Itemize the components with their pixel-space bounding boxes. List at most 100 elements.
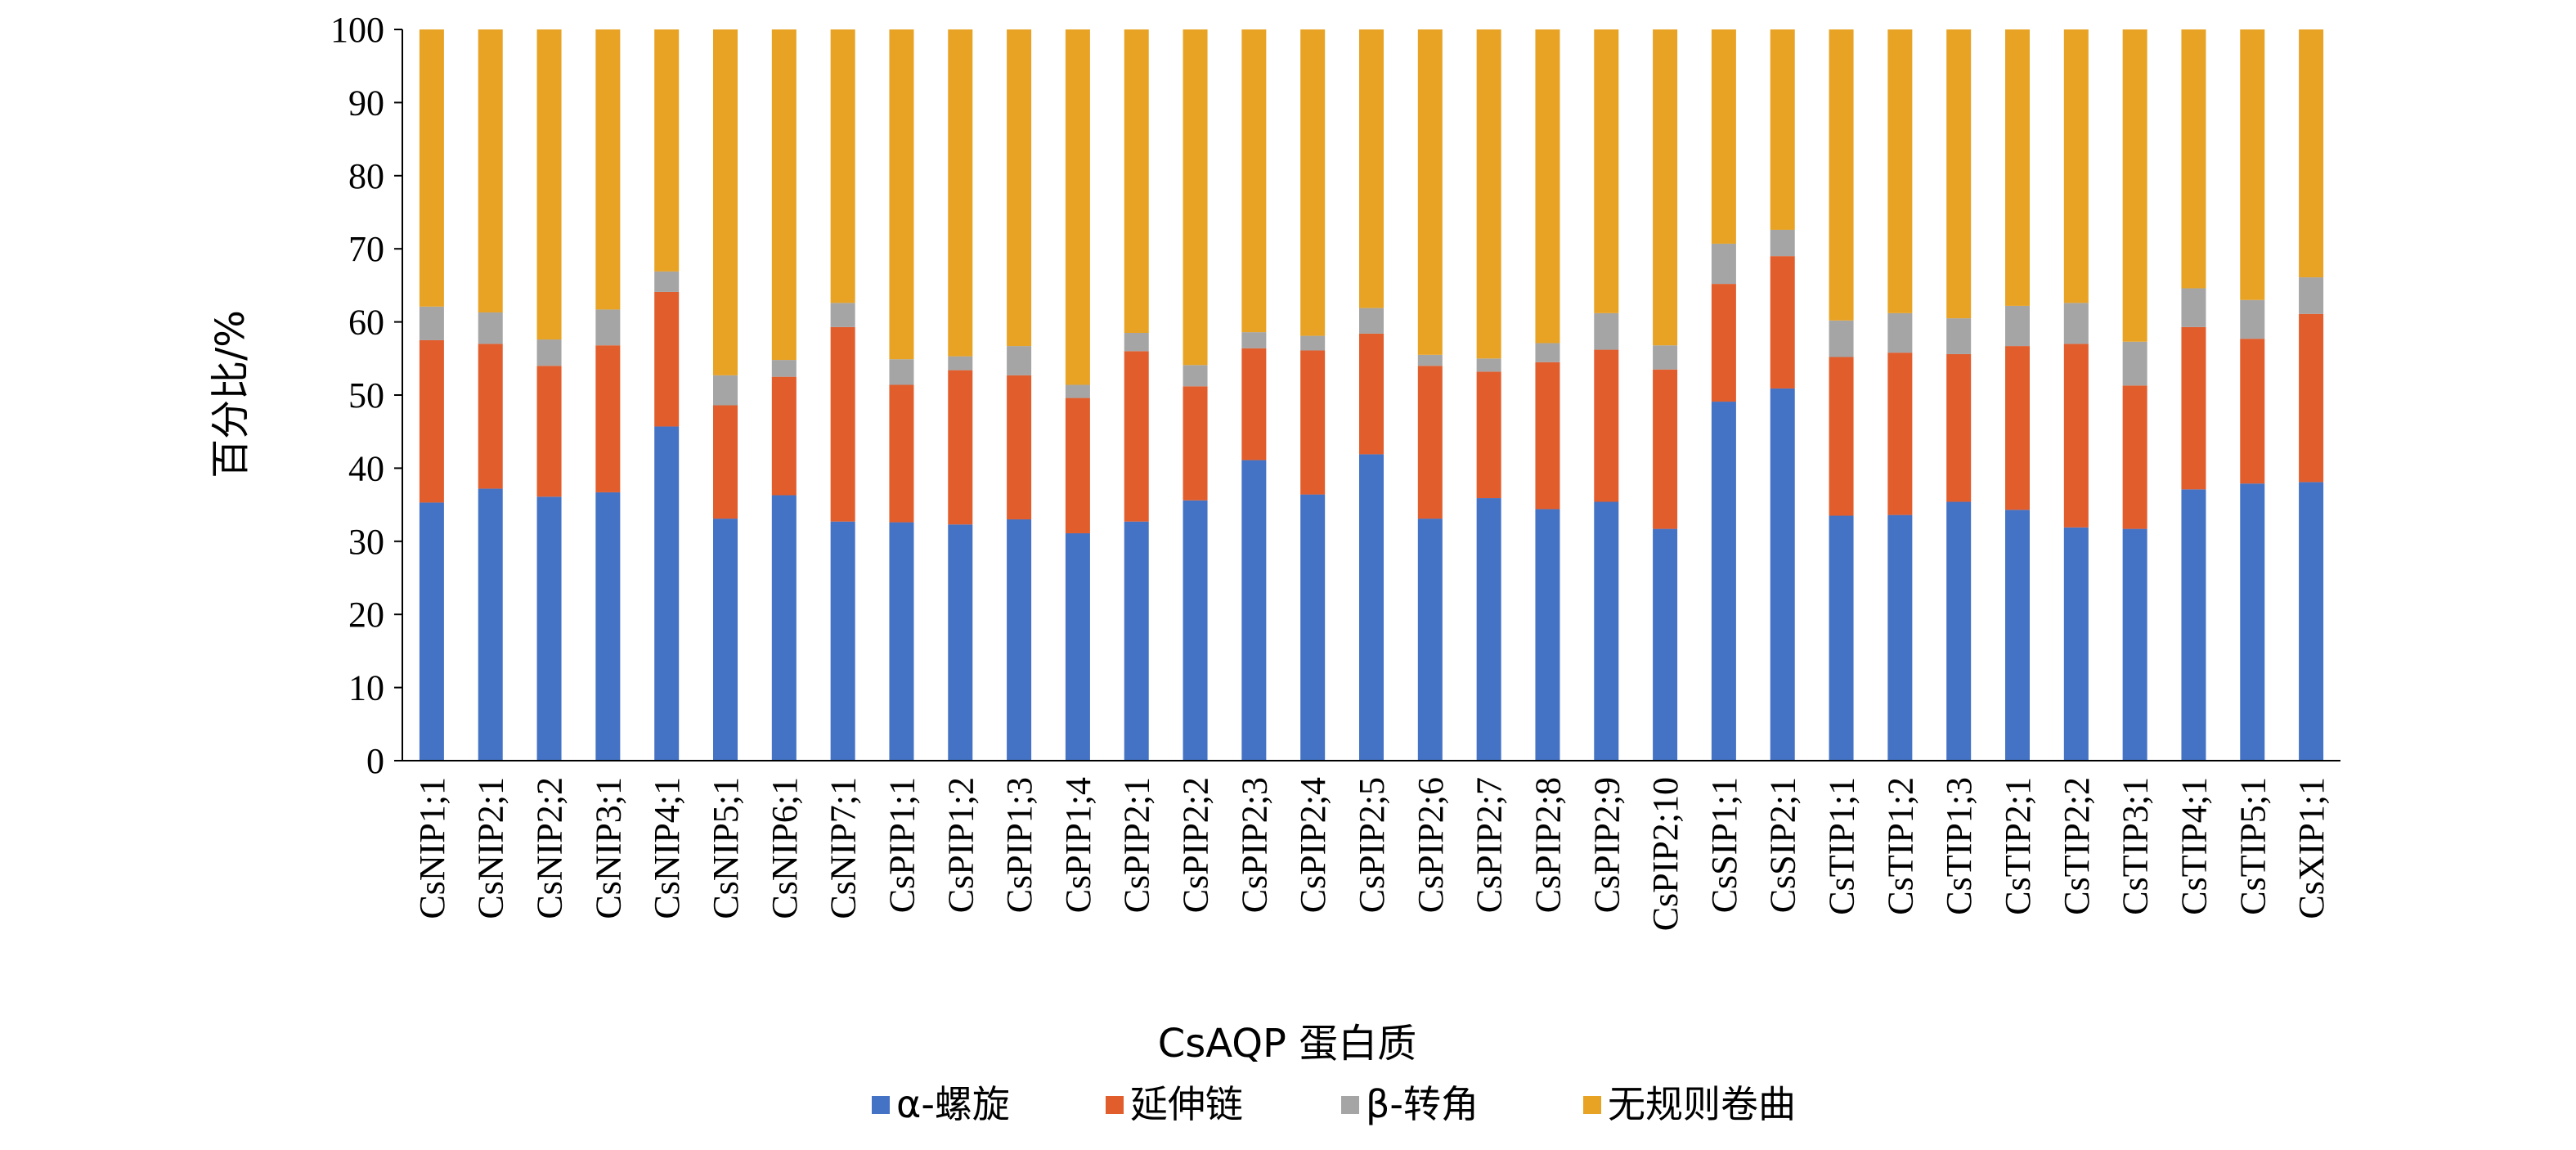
bar-segment-2-10: [948, 370, 973, 525]
bar-segment-2-22: [1653, 369, 1678, 529]
bar-segment-2-9: [889, 384, 914, 523]
x-tick-label: CsPIP2;6: [1411, 777, 1451, 913]
bar-segment-3-32: [2240, 299, 2265, 339]
y-tick-label: 100: [330, 10, 384, 50]
bar-segment-4-6: [713, 29, 738, 375]
bar-segment-2-12: [1065, 398, 1090, 533]
x-tick-label: CsPIP2;8: [1528, 777, 1568, 913]
x-axis-title: CsAQP 蛋白质: [1158, 1021, 1417, 1067]
x-tick-label: CsPIP2;3: [1234, 777, 1274, 913]
bar-segment-4-33: [2299, 29, 2324, 278]
bar-segment-4-20: [1535, 29, 1560, 344]
bar-segment-3-6: [713, 375, 738, 406]
bar-segment-4-21: [1594, 29, 1619, 313]
bar-segment-4-29: [2063, 29, 2089, 303]
bar-segment-3-17: [1359, 308, 1384, 334]
bar-segment-4-26: [1887, 29, 1913, 313]
legend-label-1: α-螺旋: [896, 1082, 1010, 1126]
y-tick-label: 70: [348, 229, 384, 269]
x-tick-label: CsTIP1;3: [1939, 777, 1979, 915]
bar-segment-4-25: [1829, 29, 1854, 321]
bar-segment-4-30: [2122, 29, 2147, 342]
bar-segment-4-1: [419, 29, 444, 307]
bar-segment-1-15: [1241, 460, 1267, 761]
bar-segment-3-3: [536, 339, 562, 366]
y-tick-label: 90: [348, 83, 384, 123]
bar-segment-4-12: [1065, 29, 1090, 385]
x-tick-label: CsTIP2;2: [2057, 777, 2097, 915]
legend-swatch-3: [1341, 1096, 1359, 1114]
bar-segment-3-9: [889, 359, 914, 385]
bar-segment-3-16: [1300, 335, 1326, 351]
x-tick-label: CsNIP2;2: [530, 777, 570, 919]
bar-segment-4-19: [1476, 29, 1501, 359]
bar-segment-1-25: [1829, 515, 1854, 761]
x-tick-label: CsTIP2;1: [1998, 777, 2038, 915]
bar-segment-1-27: [1946, 501, 1972, 761]
x-tick-label: CsPIP1;4: [1058, 777, 1098, 913]
bar-segment-4-7: [771, 29, 797, 361]
bar-segment-4-14: [1183, 29, 1208, 366]
legend-swatch-4: [1583, 1096, 1601, 1114]
bar-segment-3-22: [1653, 345, 1678, 370]
x-tick-label: CsTIP1;2: [1880, 777, 1920, 915]
y-axis: 0 10 20 30 40 50 60 70 80 90 100: [330, 10, 403, 781]
x-tick-label: CsTIP3;1: [2116, 777, 2156, 915]
legend-label-2: 延伸链: [1130, 1082, 1243, 1126]
x-tick-label: CsPIP2;10: [1645, 777, 1685, 931]
bar-segment-2-32: [2240, 339, 2265, 484]
bar-segment-3-11: [1007, 346, 1032, 375]
bar-segment-1-1: [419, 502, 444, 761]
bar-segment-4-9: [889, 29, 914, 360]
bar-segment-4-13: [1124, 29, 1149, 334]
legend-label-3: β-转角: [1366, 1082, 1479, 1126]
x-tick-label: CsTIP1;1: [1822, 777, 1862, 915]
bar-segment-1-9: [889, 522, 914, 761]
bar-segment-4-17: [1359, 29, 1384, 308]
bar-segment-1-8: [830, 521, 855, 761]
bar-segment-3-14: [1183, 365, 1208, 387]
x-tick-label: CsPIP2;2: [1176, 777, 1216, 913]
bar-segment-3-15: [1241, 332, 1267, 348]
y-tick-label: 10: [348, 668, 384, 708]
bar-segment-2-18: [1417, 366, 1443, 519]
legend-swatch-2: [1106, 1096, 1124, 1114]
x-tick-label: CsNIP2;1: [471, 777, 511, 919]
bar-segment-1-7: [771, 495, 797, 761]
bar-segment-4-23: [1711, 29, 1736, 244]
bar-segment-1-26: [1887, 514, 1913, 761]
x-tick-label: CsPIP2;1: [1117, 777, 1157, 913]
x-tick-label: CsNIP1;1: [412, 777, 452, 919]
bar-segment-2-1: [419, 339, 444, 503]
bar-segment-4-16: [1300, 29, 1326, 336]
x-tick-label: CsSIP1;1: [1704, 777, 1744, 913]
bar-segment-2-3: [536, 366, 562, 497]
bar-segment-2-21: [1594, 349, 1619, 502]
y-tick-label: 30: [348, 522, 384, 562]
bar-segment-2-7: [771, 376, 797, 496]
bar-segment-4-10: [948, 29, 973, 357]
bar-segment-2-15: [1241, 348, 1267, 460]
bar-segment-4-27: [1946, 29, 1972, 319]
bar-segment-4-3: [536, 29, 562, 340]
bar-segment-3-31: [2181, 288, 2206, 327]
x-tick-label: CsPIP2;4: [1293, 777, 1333, 913]
plot-area: [419, 29, 2324, 761]
bar-segment-2-8: [830, 326, 855, 522]
bar-segment-2-6: [713, 405, 738, 519]
legend-label-4: 无规则卷曲: [1608, 1082, 1796, 1126]
bar-segment-2-4: [595, 345, 621, 492]
bar-segment-1-28: [2005, 510, 2030, 761]
bar-segment-1-30: [2122, 528, 2147, 761]
bar-segment-1-33: [2299, 482, 2324, 761]
bar-segment-3-29: [2063, 303, 2089, 344]
bar-segment-3-13: [1124, 333, 1149, 352]
bar-segment-3-18: [1417, 354, 1443, 366]
x-tick-label: CsPIP1;2: [940, 777, 981, 913]
bar-segment-1-13: [1124, 521, 1149, 761]
bar-segment-2-16: [1300, 350, 1326, 495]
bar-segment-3-27: [1946, 318, 1972, 354]
bar-segment-3-25: [1829, 320, 1854, 357]
x-tick-label: CsPIP2;9: [1586, 777, 1627, 913]
x-tick-label: CsXIP1;1: [2291, 777, 2331, 919]
